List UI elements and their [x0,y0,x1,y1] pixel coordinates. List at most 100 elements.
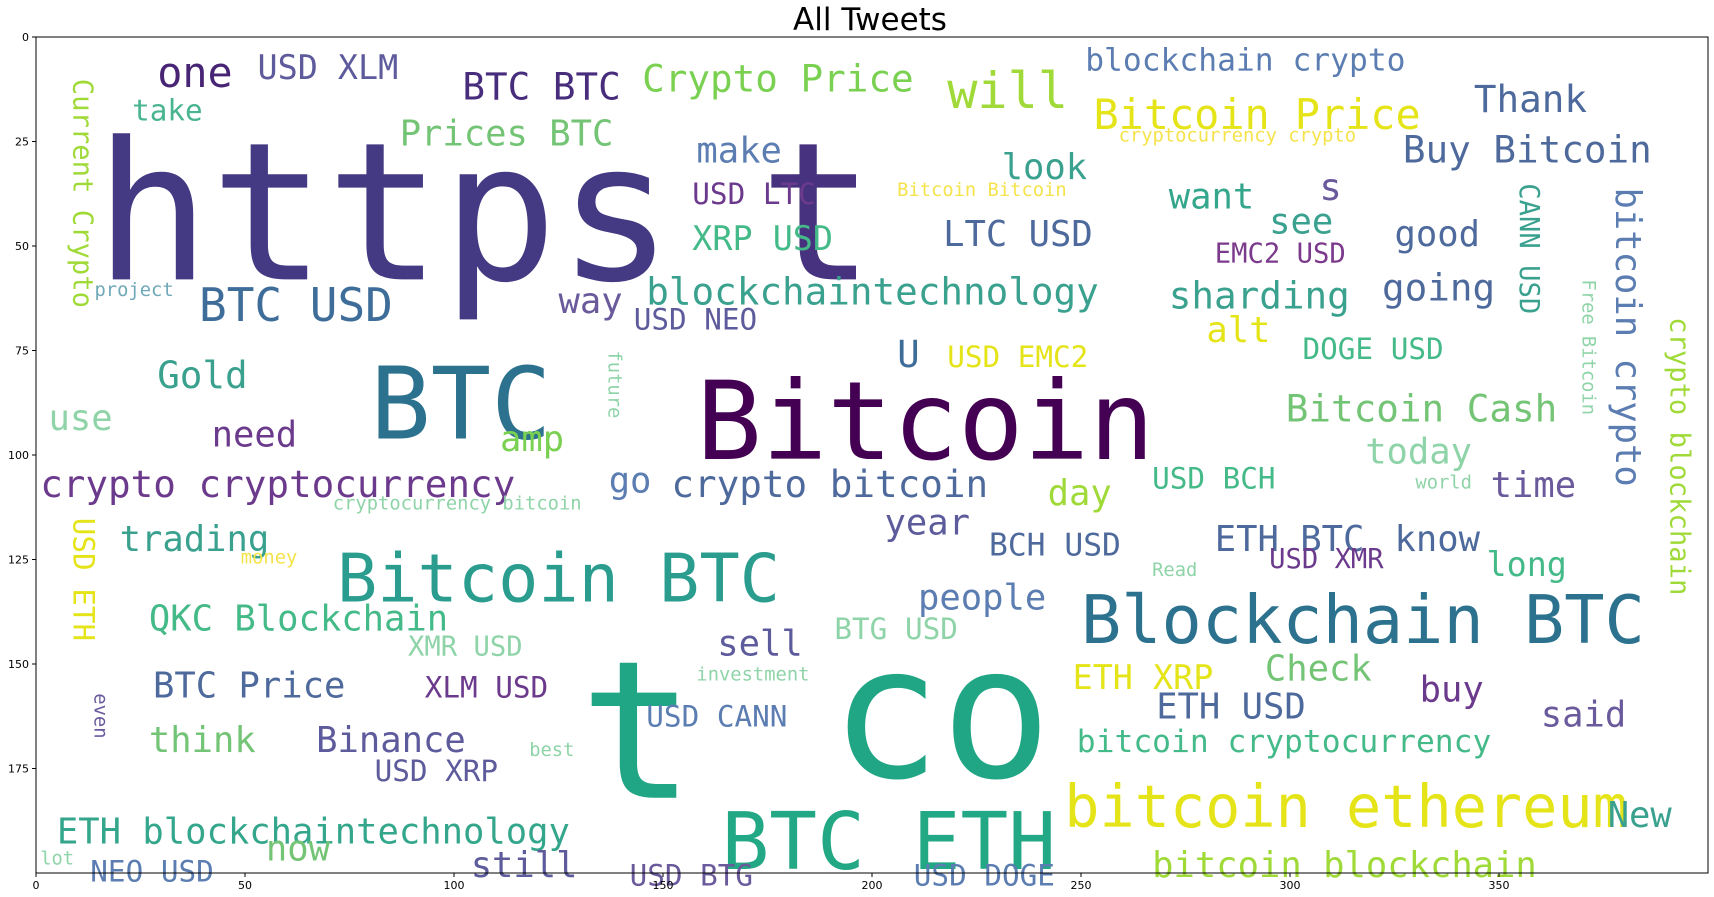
word-64: year [885,502,971,543]
word-1: t [759,102,875,325]
word-97: still [471,845,578,886]
word-24: want [1169,176,1255,217]
word-79: ETH XRP [1073,658,1214,697]
word-2: Bitcoin [696,358,1154,485]
word-60: USD BCH [1152,461,1275,495]
x-tick-label-3: 150 [653,879,674,892]
y-tick-label-4: 100 [8,449,29,462]
word-33: Current Crypto [67,79,98,308]
word-27: Bitcoin Bitcoin [897,180,1067,201]
x-tick-label-7: 350 [1489,879,1510,892]
word-34: CANN USD [1513,183,1544,314]
y-tick-label-1: 25 [15,136,29,149]
word-94: ETH blockchaintechnology [57,812,570,853]
x-axis: 0 50 100 150 200 250 300 350 [33,873,1510,892]
word-50: use [49,398,113,439]
word-19: cryptocurrency crypto [1119,126,1356,147]
word-3: BTC [370,345,551,462]
word-21: Prices BTC [400,114,614,155]
word-8: BTC ETH [722,795,1057,888]
word-25: s [1319,165,1342,209]
word-53: future [604,351,625,419]
word-57: go [609,461,652,502]
word-88: think [149,720,256,761]
y-tick-label-7: 175 [8,763,29,776]
word-30: see [1269,202,1333,243]
word-55: today [1365,431,1472,472]
word-54: Bitcoin Cash [1286,387,1558,431]
word-90: bitcoin cryptocurrency [1077,724,1492,760]
word-15: USD XLM [258,48,399,87]
word-52: amp [500,419,564,460]
word-99: NEO USD [90,854,213,888]
word-91: even [90,693,111,738]
word-58: crypto bitcoin [671,462,988,506]
word-61: world [1415,472,1472,493]
word-71: long [1487,545,1567,584]
y-tick-label-6: 150 [8,658,29,671]
word-45: alt [1206,310,1270,351]
word-78: sell [717,624,803,665]
word-89: Binance [316,720,466,761]
word-14: one [157,48,233,97]
word-40: way [559,281,623,322]
word-31: good [1395,214,1481,255]
y-tick-label-3: 75 [15,345,29,358]
y-tick-label-2: 50 [15,240,29,253]
word-65: USD ETH [67,518,101,641]
word-18: Buy Bitcoin [1403,127,1652,171]
word-5: co [830,607,1051,821]
word-63: cryptocurrency bitcoin [333,493,582,514]
word-9: bitcoin ethereum [1064,773,1628,841]
word-72: money [241,548,298,569]
word-10: Bitcoin Price [1094,90,1421,139]
x-tick-label-1: 50 [238,879,252,892]
word-44: USD NEO [634,303,757,337]
word-84: buy [1420,670,1484,711]
word-37: Free Bitcoin [1578,279,1599,415]
word-87: USD CANN [646,700,787,734]
word-12: Crypto Price [642,56,914,100]
word-95: New [1608,795,1673,836]
word-59: day [1048,473,1112,514]
word-82: XLM USD [425,670,548,704]
word-35: bitcoin crypto [1607,188,1648,487]
word-74: people [918,578,1046,619]
word-46: U [897,332,920,376]
y-axis: 0 25 50 75 100 125 150 175 [8,31,36,776]
word-48: DOGE USD [1303,332,1444,366]
word-0: https [95,102,674,325]
word-28: XRP USD [692,219,833,258]
word-69: know [1395,519,1481,560]
word-96: now [266,829,331,870]
word-56: crypto cryptocurrency [40,462,515,506]
word-47: USD EMC2 [947,340,1088,374]
word-68: ETH BTC [1215,519,1365,560]
word-98: lot [40,849,74,870]
word-20: take [132,94,203,128]
word-70: USD XMR [1269,544,1384,575]
word-76: BTG USD [834,612,957,646]
word-49: Gold [157,353,248,397]
word-29: LTC USD [943,214,1093,255]
word-11: will [947,61,1068,120]
word-23: look [1002,147,1088,188]
word-92: best [529,740,574,761]
y-tick-label-5: 125 [8,554,29,567]
word-80: Check [1265,649,1372,690]
x-tick-label-0: 0 [33,879,40,892]
word-93: USD XRP [375,754,498,788]
chart-title: All Tweets [793,2,947,38]
word-81: BTC Price [153,665,345,706]
word-73: Read [1152,560,1197,581]
word-43: going [1382,265,1495,309]
word-51: need [212,415,298,456]
word-39: BTC USD [199,278,393,332]
word-83: investment [696,665,809,686]
word-13: BTC BTC [462,65,620,109]
word-67: BCH USD [989,527,1121,563]
word-41: blockchaintechnology [646,270,1098,314]
word-42: sharding [1169,274,1350,318]
word-7: Blockchain BTC [1081,581,1645,659]
